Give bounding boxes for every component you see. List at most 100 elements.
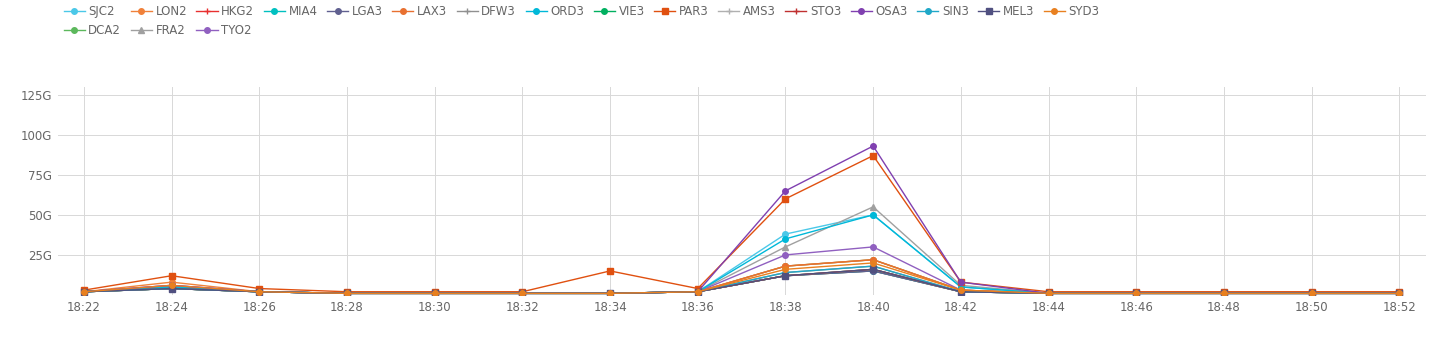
PAR3: [338, 290, 356, 294]
SYD3: [338, 291, 356, 295]
SIN3: [1040, 291, 1057, 295]
DFW3: [1391, 291, 1408, 295]
SJC2: [426, 291, 444, 295]
Line: TYO2: TYO2: [81, 244, 1403, 296]
STO3: [251, 290, 268, 294]
MIA4: [1215, 291, 1233, 295]
SYD3: [864, 261, 881, 265]
SIN3: [602, 291, 619, 295]
AMS3: [163, 287, 180, 291]
OSA3: [1391, 291, 1408, 295]
OSA3: [75, 290, 92, 294]
VIE3: [1303, 291, 1320, 295]
LAX3: [1215, 291, 1233, 295]
FRA2: [602, 291, 619, 295]
Line: SJC2: SJC2: [81, 212, 1403, 296]
DCA2: [75, 290, 92, 294]
LAX3: [1040, 291, 1057, 295]
ORD3: [602, 291, 619, 295]
OSA3: [1215, 291, 1233, 295]
DFW3: [251, 290, 268, 294]
PAR3: [1303, 290, 1320, 294]
Line: SIN3: SIN3: [81, 263, 1403, 296]
Line: SYD3: SYD3: [81, 260, 1403, 296]
PAR3: [1391, 290, 1408, 294]
LON2: [690, 290, 707, 294]
HKG2: [75, 290, 92, 294]
MIA4: [690, 290, 707, 294]
SIN3: [1215, 291, 1233, 295]
DFW3: [75, 290, 92, 294]
LGA3: [952, 290, 969, 294]
SJC2: [690, 290, 707, 294]
AMS3: [1391, 291, 1408, 295]
SYD3: [163, 283, 180, 287]
SYD3: [251, 290, 268, 294]
OSA3: [1040, 291, 1057, 295]
STO3: [514, 291, 531, 295]
DFW3: [1303, 291, 1320, 295]
DFW3: [1040, 291, 1057, 295]
DCA2: [952, 288, 969, 292]
VIE3: [776, 274, 793, 278]
MIA4: [1128, 291, 1145, 295]
ORD3: [426, 291, 444, 295]
LON2: [163, 280, 180, 284]
PAR3: [426, 290, 444, 294]
DFW3: [690, 290, 707, 294]
TYO2: [1215, 291, 1233, 295]
STO3: [952, 290, 969, 294]
LON2: [952, 288, 969, 292]
LON2: [1215, 291, 1233, 295]
STO3: [1040, 291, 1057, 295]
LGA3: [251, 290, 268, 294]
SJC2: [1128, 291, 1145, 295]
FRA2: [426, 291, 444, 295]
STO3: [1215, 291, 1233, 295]
STO3: [163, 287, 180, 291]
AMS3: [1215, 291, 1233, 295]
ORD3: [1215, 291, 1233, 295]
TYO2: [1128, 291, 1145, 295]
TYO2: [426, 291, 444, 295]
LAX3: [952, 288, 969, 292]
SYD3: [1215, 291, 1233, 295]
AMS3: [952, 290, 969, 294]
SJC2: [864, 213, 881, 217]
STO3: [602, 291, 619, 295]
LON2: [1391, 291, 1408, 295]
TYO2: [776, 253, 793, 257]
ORD3: [1391, 291, 1408, 295]
DFW3: [514, 291, 531, 295]
LON2: [251, 290, 268, 294]
FRA2: [1215, 291, 1233, 295]
ORD3: [514, 291, 531, 295]
LGA3: [75, 290, 92, 294]
LAX3: [602, 291, 619, 295]
SYD3: [514, 291, 531, 295]
SJC2: [1303, 291, 1320, 295]
SIN3: [1303, 291, 1320, 295]
TYO2: [1040, 291, 1057, 295]
LAX3: [776, 264, 793, 268]
Line: AMS3: AMS3: [81, 266, 1403, 296]
Line: ORD3: ORD3: [81, 212, 1403, 296]
Line: HKG2: HKG2: [81, 268, 1403, 296]
LAX3: [163, 285, 180, 289]
VIE3: [514, 291, 531, 295]
LON2: [338, 291, 356, 295]
SYD3: [75, 290, 92, 294]
AMS3: [1303, 291, 1320, 295]
DCA2: [602, 291, 619, 295]
FRA2: [952, 283, 969, 287]
LGA3: [1391, 291, 1408, 295]
MEL3: [251, 290, 268, 294]
LAX3: [338, 291, 356, 295]
SIN3: [163, 287, 180, 291]
HKG2: [1215, 291, 1233, 295]
VIE3: [163, 287, 180, 291]
Line: MIA4: MIA4: [81, 268, 1403, 296]
OSA3: [602, 291, 619, 295]
TYO2: [864, 245, 881, 249]
SIN3: [1128, 291, 1145, 295]
